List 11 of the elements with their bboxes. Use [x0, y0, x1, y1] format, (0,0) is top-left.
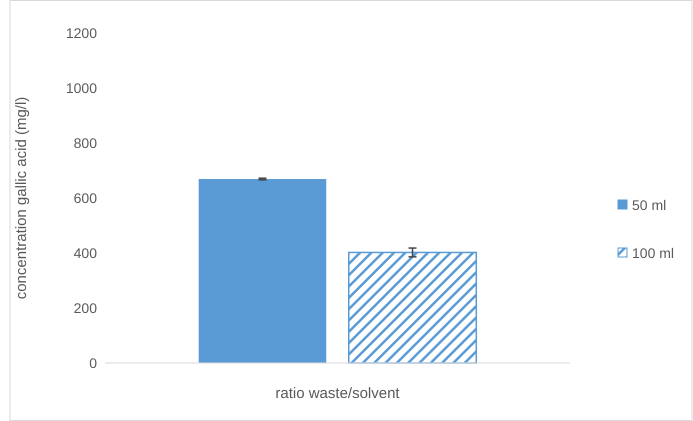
y-axis-title: concentration gallic acid (mg/l) — [13, 96, 30, 300]
y-tick-label: 200 — [74, 300, 98, 316]
y-tick-label: 600 — [74, 190, 98, 206]
x-axis-title: ratio waste/solvent — [275, 385, 400, 402]
y-tick-label: 1200 — [66, 24, 98, 41]
y-tick-label: 1000 — [66, 80, 98, 96]
y-tick-label: 0 — [89, 354, 98, 371]
y-tick-label: 800 — [74, 134, 98, 151]
y-tick-label: 400 — [74, 244, 98, 261]
legend-label: 100 ml — [632, 244, 674, 261]
legend-label: 50 ml — [632, 196, 666, 213]
